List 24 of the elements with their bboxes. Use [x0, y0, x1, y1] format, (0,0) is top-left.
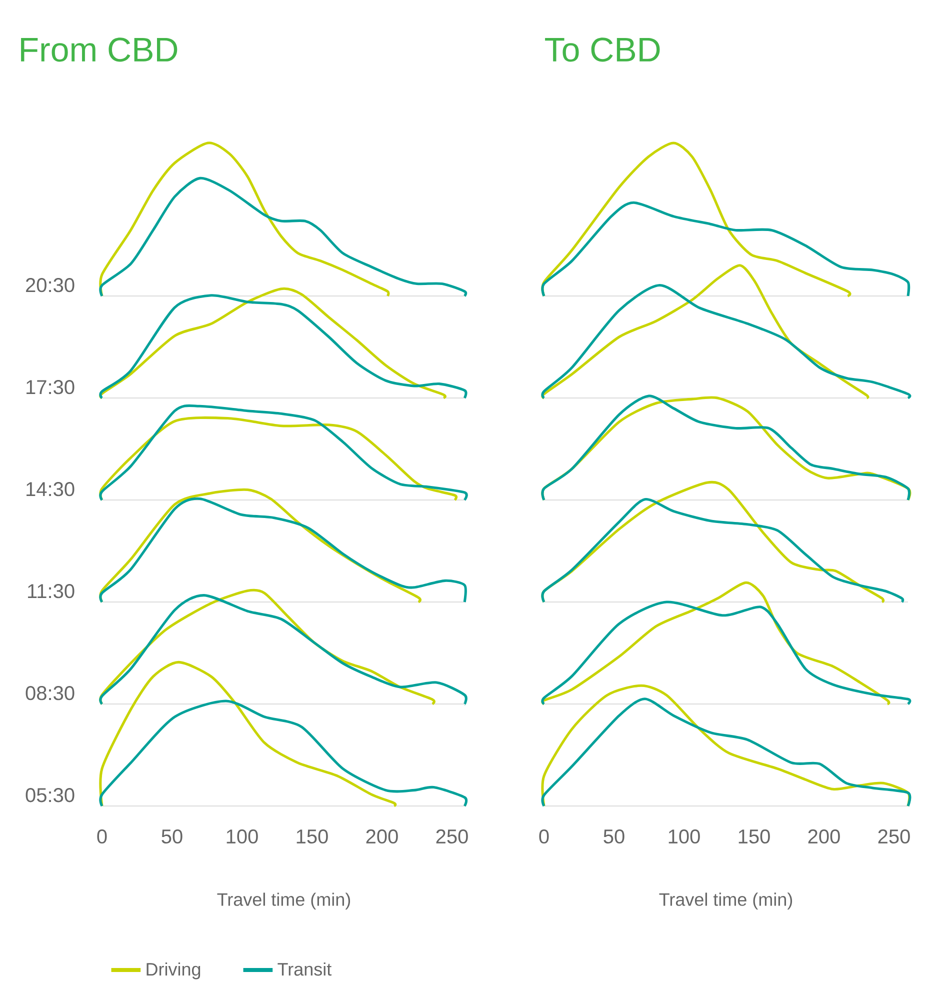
- y-axis-title: 11:30: [28, 584, 74, 598]
- y-axis-title: 05:30: [26, 788, 74, 802]
- chart-title: To CBD: [545, 38, 660, 62]
- y-axis-title: 08:30: [26, 686, 74, 700]
- x-tick-label: 0: [539, 829, 549, 844]
- legend-label: Transit: [278, 962, 332, 976]
- x-tick-label: 150: [296, 829, 328, 844]
- x-axis-title: Travel time (min): [217, 892, 350, 910]
- x-tick-label: 250: [436, 829, 468, 844]
- x-tick-label: 50: [162, 829, 182, 844]
- y-axis-title: 14:30: [26, 482, 74, 496]
- x-tick-label: 200: [366, 829, 398, 844]
- x-axis-title: Travel time (min): [659, 892, 792, 910]
- y-axis-title: 20:30: [26, 278, 74, 292]
- y-axis-title: 17:30: [26, 380, 74, 394]
- x-tick-label: 0: [97, 829, 107, 844]
- x-tick-label: 100: [226, 829, 258, 844]
- chart-title: From CBD: [21, 38, 178, 62]
- legend-label: Driving: [146, 962, 200, 980]
- x-tick-label: 100: [668, 829, 700, 844]
- x-tick-label: 50: [604, 829, 624, 844]
- x-tick-label: 250: [878, 829, 910, 844]
- x-tick-label: 150: [738, 829, 770, 844]
- x-tick-label: 200: [808, 829, 840, 844]
